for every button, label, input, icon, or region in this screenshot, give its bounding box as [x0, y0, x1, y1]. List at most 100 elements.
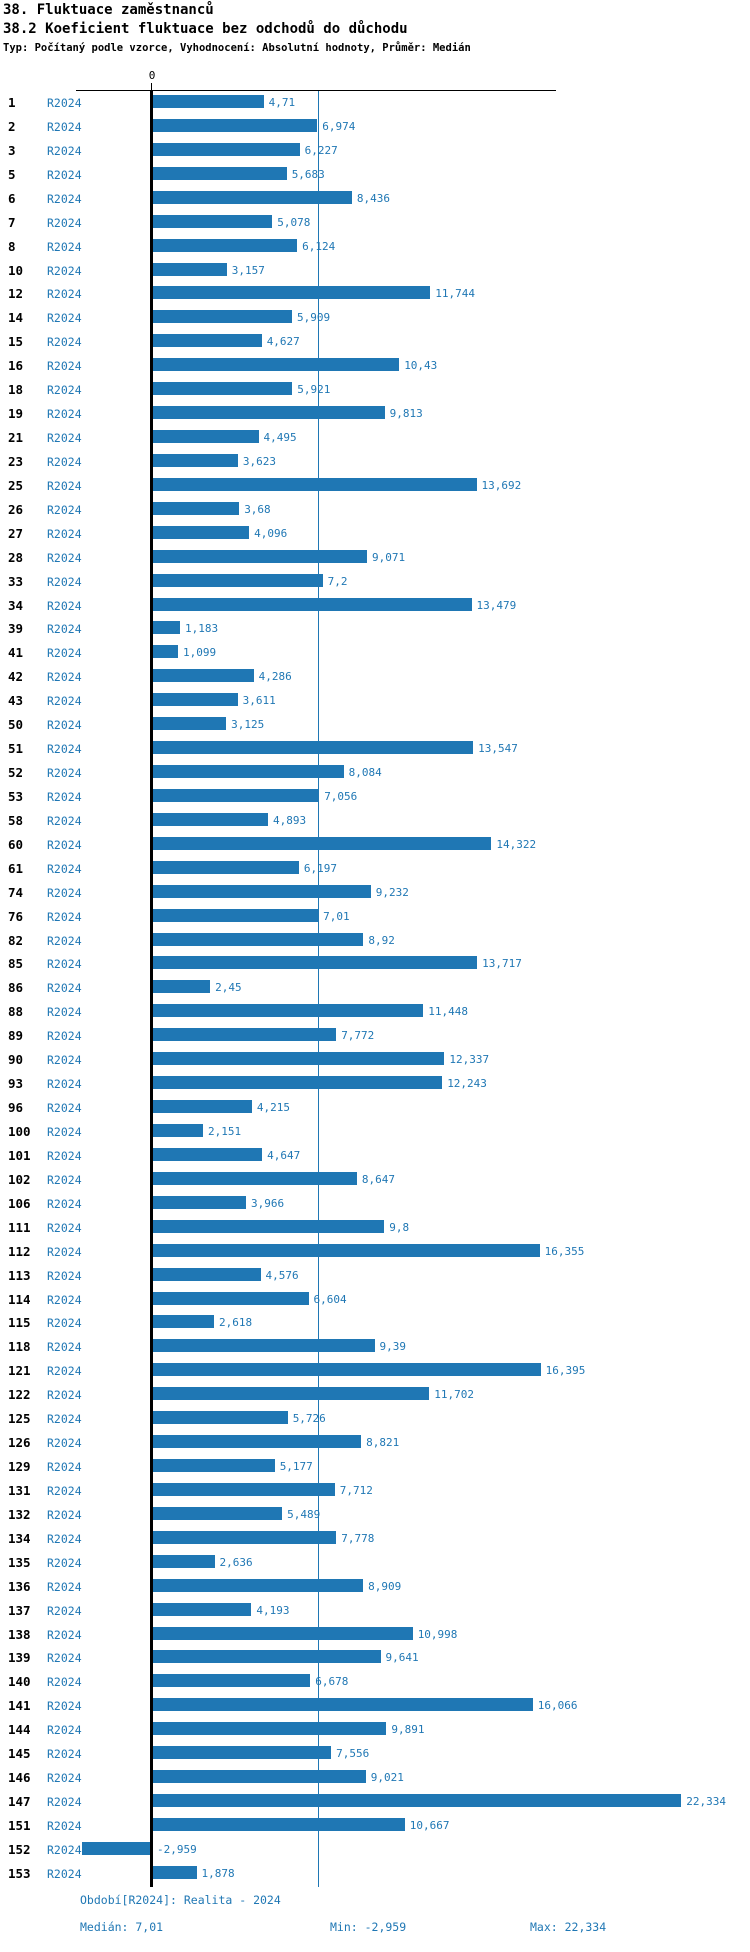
row-period-label: R2024 [47, 1818, 82, 1833]
value-label: 1,099 [183, 646, 217, 660]
value-label: 5,726 [292, 1412, 326, 1426]
row-id-label: 42 [8, 669, 24, 685]
chart-row: 93 R2024 12,243 [0, 1072, 750, 1096]
value-bar [152, 1171, 357, 1185]
chart-row: 153 R2024 1,878 [0, 1862, 750, 1886]
row-period-label: R2024 [47, 287, 82, 302]
chart-row: 88 R2024 11,448 [0, 1000, 750, 1024]
value-label: 6,124 [302, 239, 336, 253]
value-bar [152, 406, 385, 420]
chart-row: 86 R2024 2,45 [0, 976, 750, 1000]
row-period-label: R2024 [47, 1053, 82, 1068]
value-bar [152, 1794, 682, 1808]
value-bar [152, 453, 238, 467]
value-label: 9,891 [391, 1723, 425, 1737]
value-label: 4,893 [273, 813, 307, 827]
value-bar [152, 525, 250, 539]
value-label: 6,974 [322, 119, 356, 133]
value-bar [152, 1028, 337, 1042]
value-label: 7,2 [327, 574, 348, 588]
row-period-label: R2024 [47, 1627, 82, 1642]
row-period-label: R2024 [47, 335, 82, 350]
value-bar [152, 1770, 366, 1784]
value-bar [152, 382, 293, 396]
row-id-label: 135 [8, 1554, 31, 1570]
row-period-label: R2024 [47, 1148, 82, 1163]
value-bar [152, 956, 478, 970]
row-period-label: R2024 [47, 1579, 82, 1594]
row-id-label: 137 [8, 1602, 31, 1618]
row-period-label: R2024 [47, 359, 82, 374]
chart-row: 25 R2024 13,692 [0, 474, 750, 498]
row-period-label: R2024 [47, 431, 82, 446]
value-bar [152, 118, 318, 132]
row-id-label: 93 [8, 1076, 24, 1092]
value-label: 3,68 [244, 502, 271, 516]
row-period-label: R2024 [47, 742, 82, 757]
value-bar [152, 884, 371, 898]
chart-row: 14 R2024 5,909 [0, 306, 750, 330]
row-id-label: 131 [8, 1482, 31, 1498]
row-id-label: 115 [8, 1315, 31, 1331]
value-bar [152, 1363, 541, 1377]
value-bar [152, 1243, 540, 1257]
row-id-label: 15 [8, 334, 24, 350]
chart-meta-line: Typ: Počítaný podle vzorce, Vyhodnocení:… [3, 42, 471, 54]
row-id-label: 86 [8, 980, 24, 996]
value-bar [152, 477, 477, 491]
row-period-label: R2024 [47, 1244, 82, 1259]
row-id-label: 111 [8, 1219, 31, 1235]
x-axis-line [76, 90, 556, 91]
value-bar [152, 334, 262, 348]
value-label: 9,232 [375, 885, 409, 899]
row-id-label: 50 [8, 717, 24, 733]
row-period-label: R2024 [47, 311, 82, 326]
row-id-label: 19 [8, 406, 24, 422]
row-id-label: 141 [8, 1698, 31, 1714]
value-bar [152, 669, 254, 683]
row-id-label: 60 [8, 836, 24, 852]
value-label: 13,479 [476, 598, 517, 612]
row-id-label: 136 [8, 1578, 31, 1594]
row-period-label: R2024 [47, 263, 82, 278]
bar-chart: 1 R2024 4,71 2 R2024 6,974 3 R2024 6,227 5 R2024 5,… [0, 91, 750, 1887]
row-id-label: 43 [8, 693, 24, 709]
row-id-label: 90 [8, 1052, 24, 1068]
row-period-label: R2024 [47, 1412, 82, 1427]
row-period-label: R2024 [47, 1292, 82, 1307]
chart-row: 113 R2024 4,576 [0, 1264, 750, 1288]
row-period-label: R2024 [47, 383, 82, 398]
chart-subtitle: 38.2 Koeficient fluktuace bez odchodů do… [3, 21, 408, 37]
row-period-label: R2024 [47, 119, 82, 134]
row-id-label: 147 [8, 1794, 31, 1810]
chart-row: 146 R2024 9,021 [0, 1766, 750, 1790]
value-bar [152, 836, 492, 850]
chart-row: 12 R2024 11,744 [0, 282, 750, 306]
row-id-label: 122 [8, 1387, 31, 1403]
value-bar [152, 980, 211, 994]
row-period-label: R2024 [47, 885, 82, 900]
row-period-label: R2024 [47, 1675, 82, 1690]
row-period-label: R2024 [47, 574, 82, 589]
row-period-label: R2024 [47, 502, 82, 517]
chart-row: 52 R2024 8,084 [0, 761, 750, 785]
row-id-label: 33 [8, 573, 24, 589]
chart-row: 138 R2024 10,998 [0, 1623, 750, 1647]
chart-row: 112 R2024 16,355 [0, 1240, 750, 1264]
row-period-label: R2024 [47, 1220, 82, 1235]
row-id-label: 118 [8, 1339, 31, 1355]
footer-period-legend: Období[R2024]: Realita - 2024 [80, 1893, 281, 1907]
value-bar [152, 693, 238, 707]
value-label: 7,556 [336, 1747, 370, 1761]
chart-row: 145 R2024 7,556 [0, 1742, 750, 1766]
value-label: 8,647 [361, 1172, 396, 1186]
row-id-label: 61 [8, 860, 24, 876]
value-bar [152, 1865, 197, 1879]
value-bar [152, 1219, 385, 1233]
row-period-label: R2024 [47, 1747, 82, 1762]
x-axis-zero-tick-label: 0 [148, 69, 156, 82]
footer-min-stat: Min: -2,959 [330, 1920, 407, 1934]
value-label: 4,647 [267, 1148, 301, 1162]
value-label: 11,448 [428, 1005, 469, 1019]
chart-row: 151 R2024 10,667 [0, 1814, 750, 1838]
